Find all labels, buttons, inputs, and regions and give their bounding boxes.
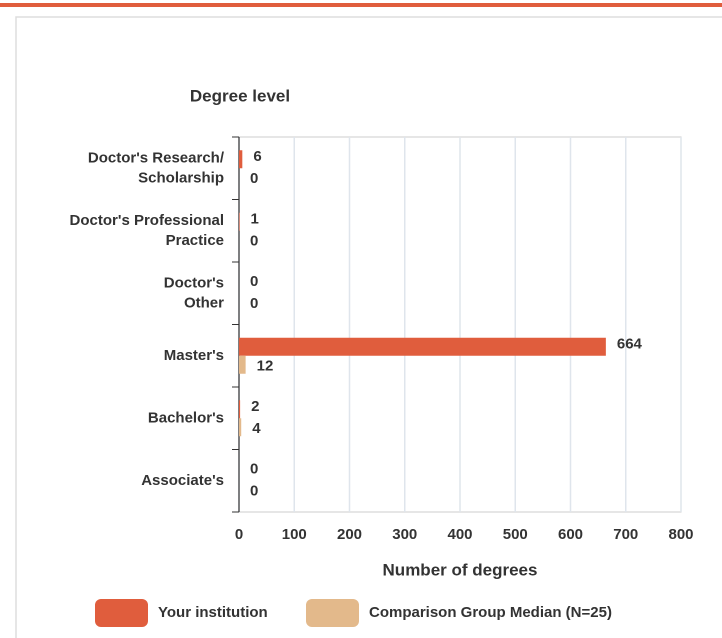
data-label: 0 (250, 461, 258, 478)
bar (239, 150, 243, 169)
bar (239, 418, 242, 437)
data-label: 0 (250, 295, 258, 312)
x-tick-label: 0 (235, 526, 243, 543)
data-label: 0 (250, 483, 258, 500)
bar (239, 337, 606, 356)
x-tick-label: 700 (613, 526, 638, 543)
x-tick-label: 500 (503, 526, 528, 543)
legend-swatch (95, 599, 148, 627)
data-label: 2 (251, 398, 259, 415)
data-label: 1 (251, 211, 259, 228)
legend-label: Your institution (158, 604, 268, 621)
y-tick-label: Bachelor's (148, 409, 224, 426)
data-label: 0 (250, 273, 258, 290)
x-tick-label: 800 (668, 526, 693, 543)
data-label: 0 (250, 233, 258, 250)
bar (239, 355, 246, 374)
legend-label: Comparison Group Median (N=25) (369, 604, 612, 621)
bar (239, 400, 241, 419)
x-axis-title: Number of degrees (383, 560, 538, 579)
bar (239, 212, 240, 231)
x-tick-label: 300 (392, 526, 417, 543)
data-label: 6 (253, 148, 261, 165)
y-tick-label: Doctor's Research/Scholarship (88, 149, 225, 186)
x-tick-label: 200 (337, 526, 362, 543)
x-tick-label: 600 (558, 526, 583, 543)
y-tick-label: Master's (164, 347, 224, 364)
panel-border (15, 16, 722, 638)
data-label: 4 (252, 420, 261, 437)
y-tick-label: Associate's (141, 472, 224, 489)
data-label: 12 (257, 358, 274, 375)
legend-swatch (306, 599, 359, 627)
top-accent (0, 3, 722, 7)
data-label: 0 (250, 170, 258, 187)
y-tick-label: Doctor's Professional Practice (70, 212, 224, 249)
y-tick-label: Doctor's Other (164, 274, 224, 311)
data-label: 664 (617, 336, 643, 353)
chart-title: Degree level (190, 86, 290, 105)
x-tick-label: 400 (447, 526, 472, 543)
x-tick-label: 100 (282, 526, 307, 543)
